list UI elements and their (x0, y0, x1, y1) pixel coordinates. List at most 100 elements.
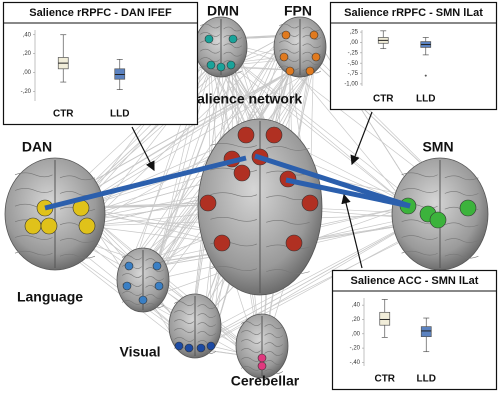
group-label: CTR (53, 109, 74, 120)
significant-link (44, 155, 247, 211)
node (40, 217, 58, 235)
inset-frame (2, 1, 199, 126)
node (174, 341, 184, 351)
gyrus (401, 188, 479, 196)
web-line (188, 213, 429, 349)
gyrus (122, 255, 164, 263)
network-label: DMN (207, 3, 239, 19)
network-label: Language (17, 289, 83, 305)
y-tick-label: ,25 (350, 30, 359, 36)
web-line (156, 64, 212, 267)
node (257, 361, 267, 371)
node (196, 343, 206, 353)
arrow (341, 193, 363, 269)
node (206, 341, 216, 351)
group-label: LLD (110, 109, 129, 120)
node (216, 62, 226, 72)
gyrus (279, 23, 321, 32)
outlier (424, 74, 427, 77)
network-label: Cerebellar (231, 373, 300, 389)
node (122, 281, 132, 291)
y-tick-label: -,20 (350, 346, 361, 352)
gyrus (241, 330, 283, 338)
group-label: LLD (417, 374, 436, 385)
node (311, 52, 321, 62)
node (305, 66, 315, 76)
gyrus (122, 273, 164, 281)
gyrus (200, 23, 242, 32)
y-tick-label: ,20 (352, 317, 361, 323)
web-line (128, 34, 287, 267)
inset-title: Salience rRPFC - SMN lLat (344, 7, 483, 19)
inset: Salience rRPFC - SMN lLat ,25 ,00 -,25 -,50 -… (329, 1, 498, 111)
gyrus (174, 328, 216, 336)
node (228, 34, 238, 44)
inset-frame (329, 1, 498, 111)
inset: Salience rRPFC - DAN lFEF ,40 ,20 ,00 -,20 CT… (2, 1, 199, 126)
node (204, 34, 214, 44)
y-tick-label: ,00 (352, 331, 361, 337)
node (199, 194, 217, 212)
node (226, 60, 236, 70)
gyrus (279, 40, 321, 49)
box (420, 326, 432, 338)
box (379, 311, 391, 326)
gyrus (241, 357, 283, 365)
y-tick-label: ,00 (350, 40, 359, 46)
gyrus (241, 321, 283, 329)
web-line (86, 225, 223, 244)
node (459, 199, 477, 217)
gyrus (401, 250, 479, 259)
gyrus (174, 301, 216, 309)
gyrus (174, 319, 216, 327)
node (154, 281, 164, 291)
gyrus (210, 143, 310, 151)
y-tick-label: -,25 (348, 50, 359, 56)
web-line (86, 34, 287, 227)
group-label: CTR (374, 374, 395, 385)
arrow (131, 126, 155, 172)
gyrus (241, 339, 283, 347)
gyrus (14, 235, 96, 243)
y-tick-label: ,20 (23, 51, 32, 57)
node (281, 30, 291, 40)
inset-title: Salience ACC - SMN lLat (351, 275, 479, 287)
y-tick-label: -1,00 (344, 82, 358, 88)
gyrus (241, 348, 283, 356)
web-line (80, 207, 263, 359)
gyrus (122, 300, 164, 308)
network-labels: DMN FPN Salience network DAN SMN Language Visu… (17, 3, 454, 389)
network-label: DAN (22, 139, 52, 155)
gyrus (174, 310, 216, 318)
significant-links (44, 111, 411, 269)
node (265, 126, 283, 144)
gyrus (401, 235, 479, 243)
node (309, 30, 319, 40)
group-label: CTR (373, 94, 394, 105)
web-line (200, 213, 429, 349)
network-label: Visual (120, 344, 161, 360)
node (78, 217, 96, 235)
inset-title: Salience rRPFC - DAN lFEF (29, 7, 172, 19)
y-tick-label: -,50 (348, 61, 359, 67)
arrow (350, 111, 373, 166)
y-tick-label: -,20 (21, 89, 32, 95)
gyrus (401, 172, 479, 181)
gyrus (210, 217, 310, 225)
gyrus (14, 172, 96, 181)
network-label: FPN (284, 3, 312, 19)
y-tick-label: -,75 (348, 71, 359, 77)
gyrus (122, 291, 164, 299)
node (237, 126, 255, 144)
inset-frame (331, 269, 498, 391)
network-label: SMN (422, 139, 453, 155)
node (184, 343, 194, 353)
gyrus (14, 250, 96, 259)
y-tick-label: ,00 (23, 70, 32, 76)
node (138, 295, 148, 305)
node (213, 234, 231, 252)
significant-link (285, 177, 411, 209)
node (285, 66, 295, 76)
